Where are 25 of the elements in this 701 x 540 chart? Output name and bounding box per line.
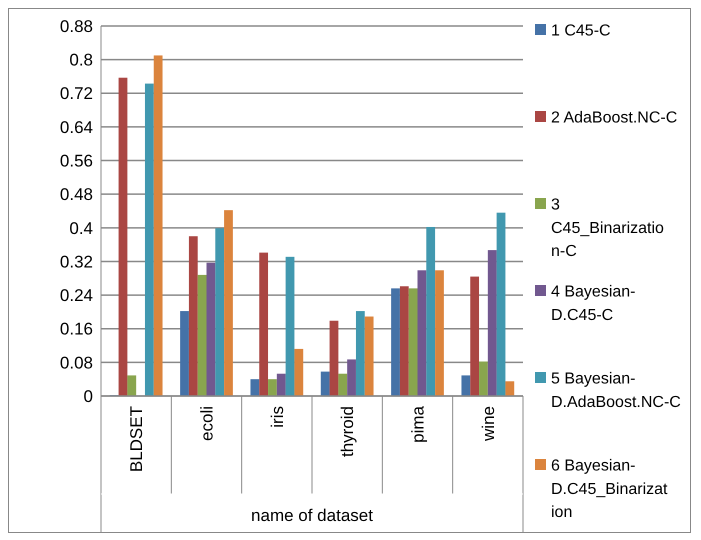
- legend-label: 3 C45_Binarization-C: [551, 196, 664, 260]
- y-tick-label: 0.08: [60, 353, 93, 372]
- y-tick-label: 0.16: [60, 320, 93, 339]
- y-tick-label: 0: [84, 386, 93, 406]
- x-axis-title: name of dataset: [251, 506, 374, 525]
- x-tick-label: thyroid: [338, 406, 358, 458]
- legend-label: 5 Bayesian-D.AdaBoost.NC-C: [551, 370, 681, 411]
- y-tick-label: 0.88: [60, 16, 93, 36]
- x-tick-label: ecoli: [197, 406, 216, 441]
- x-tick-label: iris: [268, 406, 287, 428]
- y-tick-label: 0.4: [69, 218, 93, 238]
- legend-label: 6 Bayesian-D.C45_Binarization: [551, 458, 668, 521]
- y-tick-label: 0.64: [60, 118, 93, 137]
- x-tick-label: pima: [408, 405, 428, 443]
- y-tick-label: 0.32: [60, 252, 93, 272]
- y-tick-label: 0.56: [60, 151, 93, 170]
- legend-label: 1 C45-C: [551, 22, 611, 40]
- y-tick-label: 0.48: [60, 185, 93, 204]
- legend-label: 2 AdaBoost.NC-C: [551, 110, 678, 127]
- legend-label: 4 Bayesian-D.C45-C: [551, 284, 636, 324]
- y-tick-label: 0.24: [60, 286, 93, 306]
- x-tick-label: wine: [478, 406, 498, 442]
- y-tick-label: 0.8: [69, 50, 93, 70]
- x-tick-label: BLDSET: [127, 406, 146, 472]
- y-tick-label: 0.72: [60, 84, 93, 104]
